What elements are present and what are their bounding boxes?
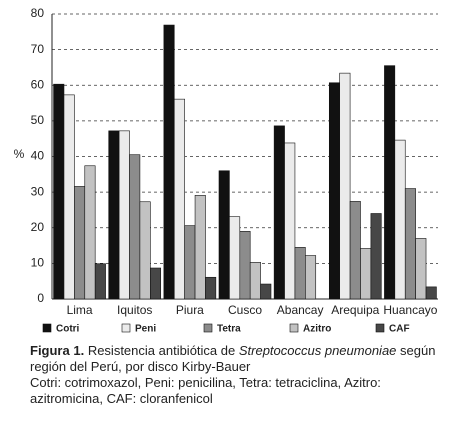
caption-text: según región del Perú, por disco Kirby-B… xyxy=(30,343,436,374)
bar xyxy=(415,238,427,300)
bar xyxy=(284,142,296,300)
caption-species: Streptococcus pneumoniae xyxy=(238,343,397,358)
bar xyxy=(260,283,272,300)
x-tick-label: Piura xyxy=(176,303,204,317)
bar xyxy=(74,186,86,300)
bar xyxy=(425,286,437,300)
x-tick-label: Lima xyxy=(67,303,93,317)
legend-swatch xyxy=(375,323,385,333)
x-tick-label: Abancay xyxy=(277,303,324,317)
legend-swatch xyxy=(121,323,131,333)
bar xyxy=(339,72,351,300)
bar xyxy=(249,262,261,300)
y-tick-label: 20 xyxy=(31,220,45,234)
bar xyxy=(118,130,130,300)
bar xyxy=(229,216,241,300)
bar xyxy=(273,125,285,300)
legend-swatch xyxy=(289,323,299,333)
x-tick-label: Arequipa xyxy=(331,303,379,317)
bar xyxy=(305,255,317,300)
x-tick-label: Cusco xyxy=(228,303,262,317)
bar xyxy=(205,276,217,300)
bar xyxy=(108,130,120,300)
y-tick-label: 10 xyxy=(31,256,45,270)
y-tick-label: 30 xyxy=(31,184,45,198)
bar xyxy=(163,24,175,300)
legend-label: Tetra xyxy=(217,324,241,335)
caption: Figura 1. Resistencia antibiótica de Str… xyxy=(30,343,455,407)
legend-label: Azitro xyxy=(303,324,331,335)
bar xyxy=(360,248,372,300)
bar xyxy=(349,201,361,300)
bar xyxy=(150,267,162,300)
bar xyxy=(139,201,151,300)
bar xyxy=(370,213,382,300)
caption-text: Resistencia antibiótica de xyxy=(87,343,236,358)
bar xyxy=(218,170,230,300)
legend-swatch xyxy=(42,323,52,333)
legend-label: CAF xyxy=(389,324,410,335)
bar xyxy=(173,98,185,300)
bar xyxy=(394,139,406,300)
bar xyxy=(404,188,416,300)
y-tick-label: 40 xyxy=(31,149,45,163)
legend-label: Peni xyxy=(135,324,156,335)
bar xyxy=(129,154,141,300)
bar xyxy=(53,83,65,300)
bar xyxy=(194,195,206,300)
y-axis-label: % xyxy=(14,147,25,161)
caption-label: Figura 1. xyxy=(30,343,85,358)
bar xyxy=(328,82,340,300)
legend-swatch xyxy=(203,323,213,333)
bar xyxy=(239,231,251,300)
bar xyxy=(84,165,96,300)
y-tick-label: 50 xyxy=(31,113,45,127)
caption-note: Cotri: cotrimoxazol, Peni: penicilina, T… xyxy=(30,375,381,406)
chart: % 0 10 20 30 40 50 60 70 80 Lima Iquitos Piura Cusco… xyxy=(14,6,438,335)
bar xyxy=(184,225,196,300)
y-tick-label: 0 xyxy=(37,291,44,305)
x-tick-label: Iquitos xyxy=(117,303,152,317)
y-tick-label: 70 xyxy=(31,42,45,56)
y-tick-label: 60 xyxy=(31,77,45,91)
x-tick-label: Huancayo xyxy=(383,303,437,317)
bar xyxy=(294,247,306,300)
bar xyxy=(63,94,75,300)
bar xyxy=(94,263,106,300)
y-tick-label: 80 xyxy=(31,6,45,20)
bar xyxy=(384,65,396,300)
legend-label: Cotri xyxy=(56,324,80,335)
caption-line: Figura 1. Resistencia antibiótica de Str… xyxy=(30,343,455,375)
